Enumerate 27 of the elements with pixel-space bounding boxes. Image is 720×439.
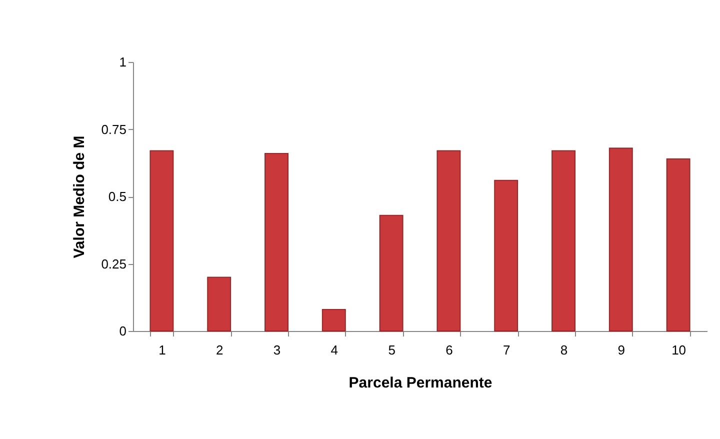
x-tick-label: 5 xyxy=(388,342,396,358)
bar xyxy=(150,150,174,332)
bar xyxy=(379,214,404,332)
y-tick-label: 0.5 xyxy=(108,189,126,204)
y-axis-title: Valor Medio de M xyxy=(71,136,88,258)
bar xyxy=(552,150,576,332)
bar xyxy=(436,150,461,332)
bar xyxy=(207,276,232,332)
y-tick-label: 1 xyxy=(119,54,126,70)
x-tick-label: 7 xyxy=(502,342,510,358)
bar xyxy=(494,180,518,332)
y-tick-label: 0 xyxy=(119,324,126,338)
x-axis-title: Parcela Permanente xyxy=(348,374,492,392)
x-tick-label: 10 xyxy=(672,342,686,358)
bar xyxy=(608,148,633,332)
y-tick-label: 0.25 xyxy=(101,256,126,272)
bar xyxy=(322,308,346,332)
x-tick-label: 2 xyxy=(216,342,224,358)
x-tick-label: 6 xyxy=(446,342,453,358)
x-tick-label: 1 xyxy=(158,342,166,358)
bar xyxy=(666,158,690,332)
x-tick-label: 8 xyxy=(560,342,568,358)
bar xyxy=(264,152,288,332)
x-tick-label: 4 xyxy=(330,342,338,358)
x-tick-label: 9 xyxy=(618,342,626,358)
y-tick-label: 0.75 xyxy=(101,122,126,137)
x-tick-label: 3 xyxy=(273,342,281,358)
